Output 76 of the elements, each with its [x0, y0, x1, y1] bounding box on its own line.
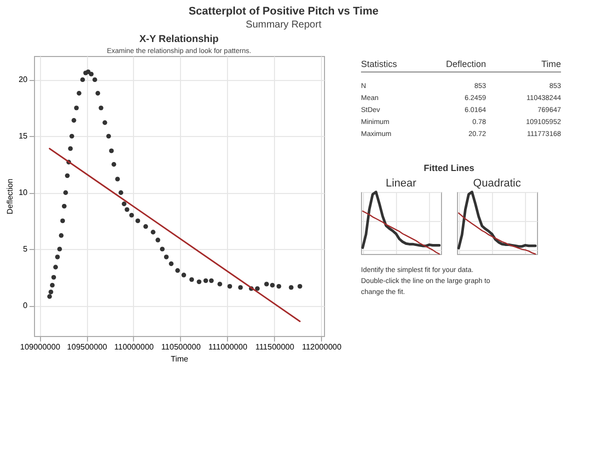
point: [53, 264, 58, 270]
point: [109, 148, 114, 154]
x-tick-label: 109500000: [67, 342, 108, 352]
x-tick-label: 110000000: [114, 342, 154, 352]
x-tick-label: 109000000: [20, 342, 61, 352]
point: [62, 204, 67, 208]
point: [298, 284, 302, 289]
text: Deflection: [446, 59, 486, 69]
chart-title: Quadratic: [473, 178, 522, 190]
point: [58, 233, 64, 238]
point: [64, 173, 70, 178]
point: [47, 294, 52, 299]
point: [122, 202, 126, 206]
point: [72, 118, 76, 123]
y-tick-label: 5: [23, 244, 28, 254]
x-axis-title: Time: [170, 354, 189, 364]
point: [175, 268, 180, 273]
point: [112, 162, 116, 167]
point: [55, 254, 60, 260]
text: Statistics: [361, 59, 398, 69]
y-tick-label: 0: [23, 301, 28, 310]
point: [160, 246, 165, 252]
point: [48, 290, 54, 294]
point: [264, 282, 269, 286]
point: [156, 238, 160, 242]
chart-title: X-Y Relationship: [139, 34, 219, 45]
point: [203, 278, 208, 284]
point: [88, 72, 94, 76]
point: [196, 279, 202, 284]
point: [57, 246, 62, 252]
point: [270, 282, 275, 288]
point: [217, 282, 222, 286]
point: [80, 77, 85, 82]
point: [255, 286, 260, 291]
x-tick-label: 111000000: [208, 342, 248, 352]
point: [106, 134, 111, 138]
point: [74, 106, 79, 110]
point: [168, 261, 174, 266]
text: Time: [541, 59, 561, 69]
point: [92, 77, 98, 82]
point: [150, 230, 156, 234]
point: [50, 282, 55, 288]
x-tick-label: 111500000: [255, 342, 295, 352]
point: [60, 218, 65, 224]
point: [227, 284, 232, 289]
point: [189, 277, 194, 282]
point: [68, 146, 73, 151]
x-tick-label: 112000000: [302, 342, 342, 352]
point: [69, 134, 74, 138]
point: [118, 190, 124, 195]
text: Scatterplot of Positive Pitch vs Time: [188, 6, 379, 18]
point: [51, 274, 56, 280]
point: [135, 218, 140, 224]
point: [102, 120, 108, 125]
point: [129, 212, 134, 218]
point: [98, 106, 104, 110]
point: [115, 176, 120, 182]
point: [209, 278, 214, 284]
point: [143, 224, 148, 229]
y-tick-label: 15: [18, 132, 28, 141]
text: Fitted Lines: [424, 163, 474, 174]
point: [276, 284, 282, 289]
point: [124, 207, 130, 212]
point: [76, 90, 82, 96]
point: [288, 285, 294, 290]
text: Summary Report: [246, 20, 322, 30]
y-tick-label: 20: [18, 75, 28, 84]
point: [63, 190, 68, 195]
point: [181, 272, 186, 278]
y-tick-label: 10: [18, 188, 28, 198]
chart-title: Linear: [386, 178, 417, 190]
x-tick-label: 110500000: [161, 342, 202, 352]
point: [164, 254, 169, 260]
y-axis-title: Deflection: [6, 178, 15, 214]
point: [238, 285, 243, 290]
point: [95, 90, 100, 96]
